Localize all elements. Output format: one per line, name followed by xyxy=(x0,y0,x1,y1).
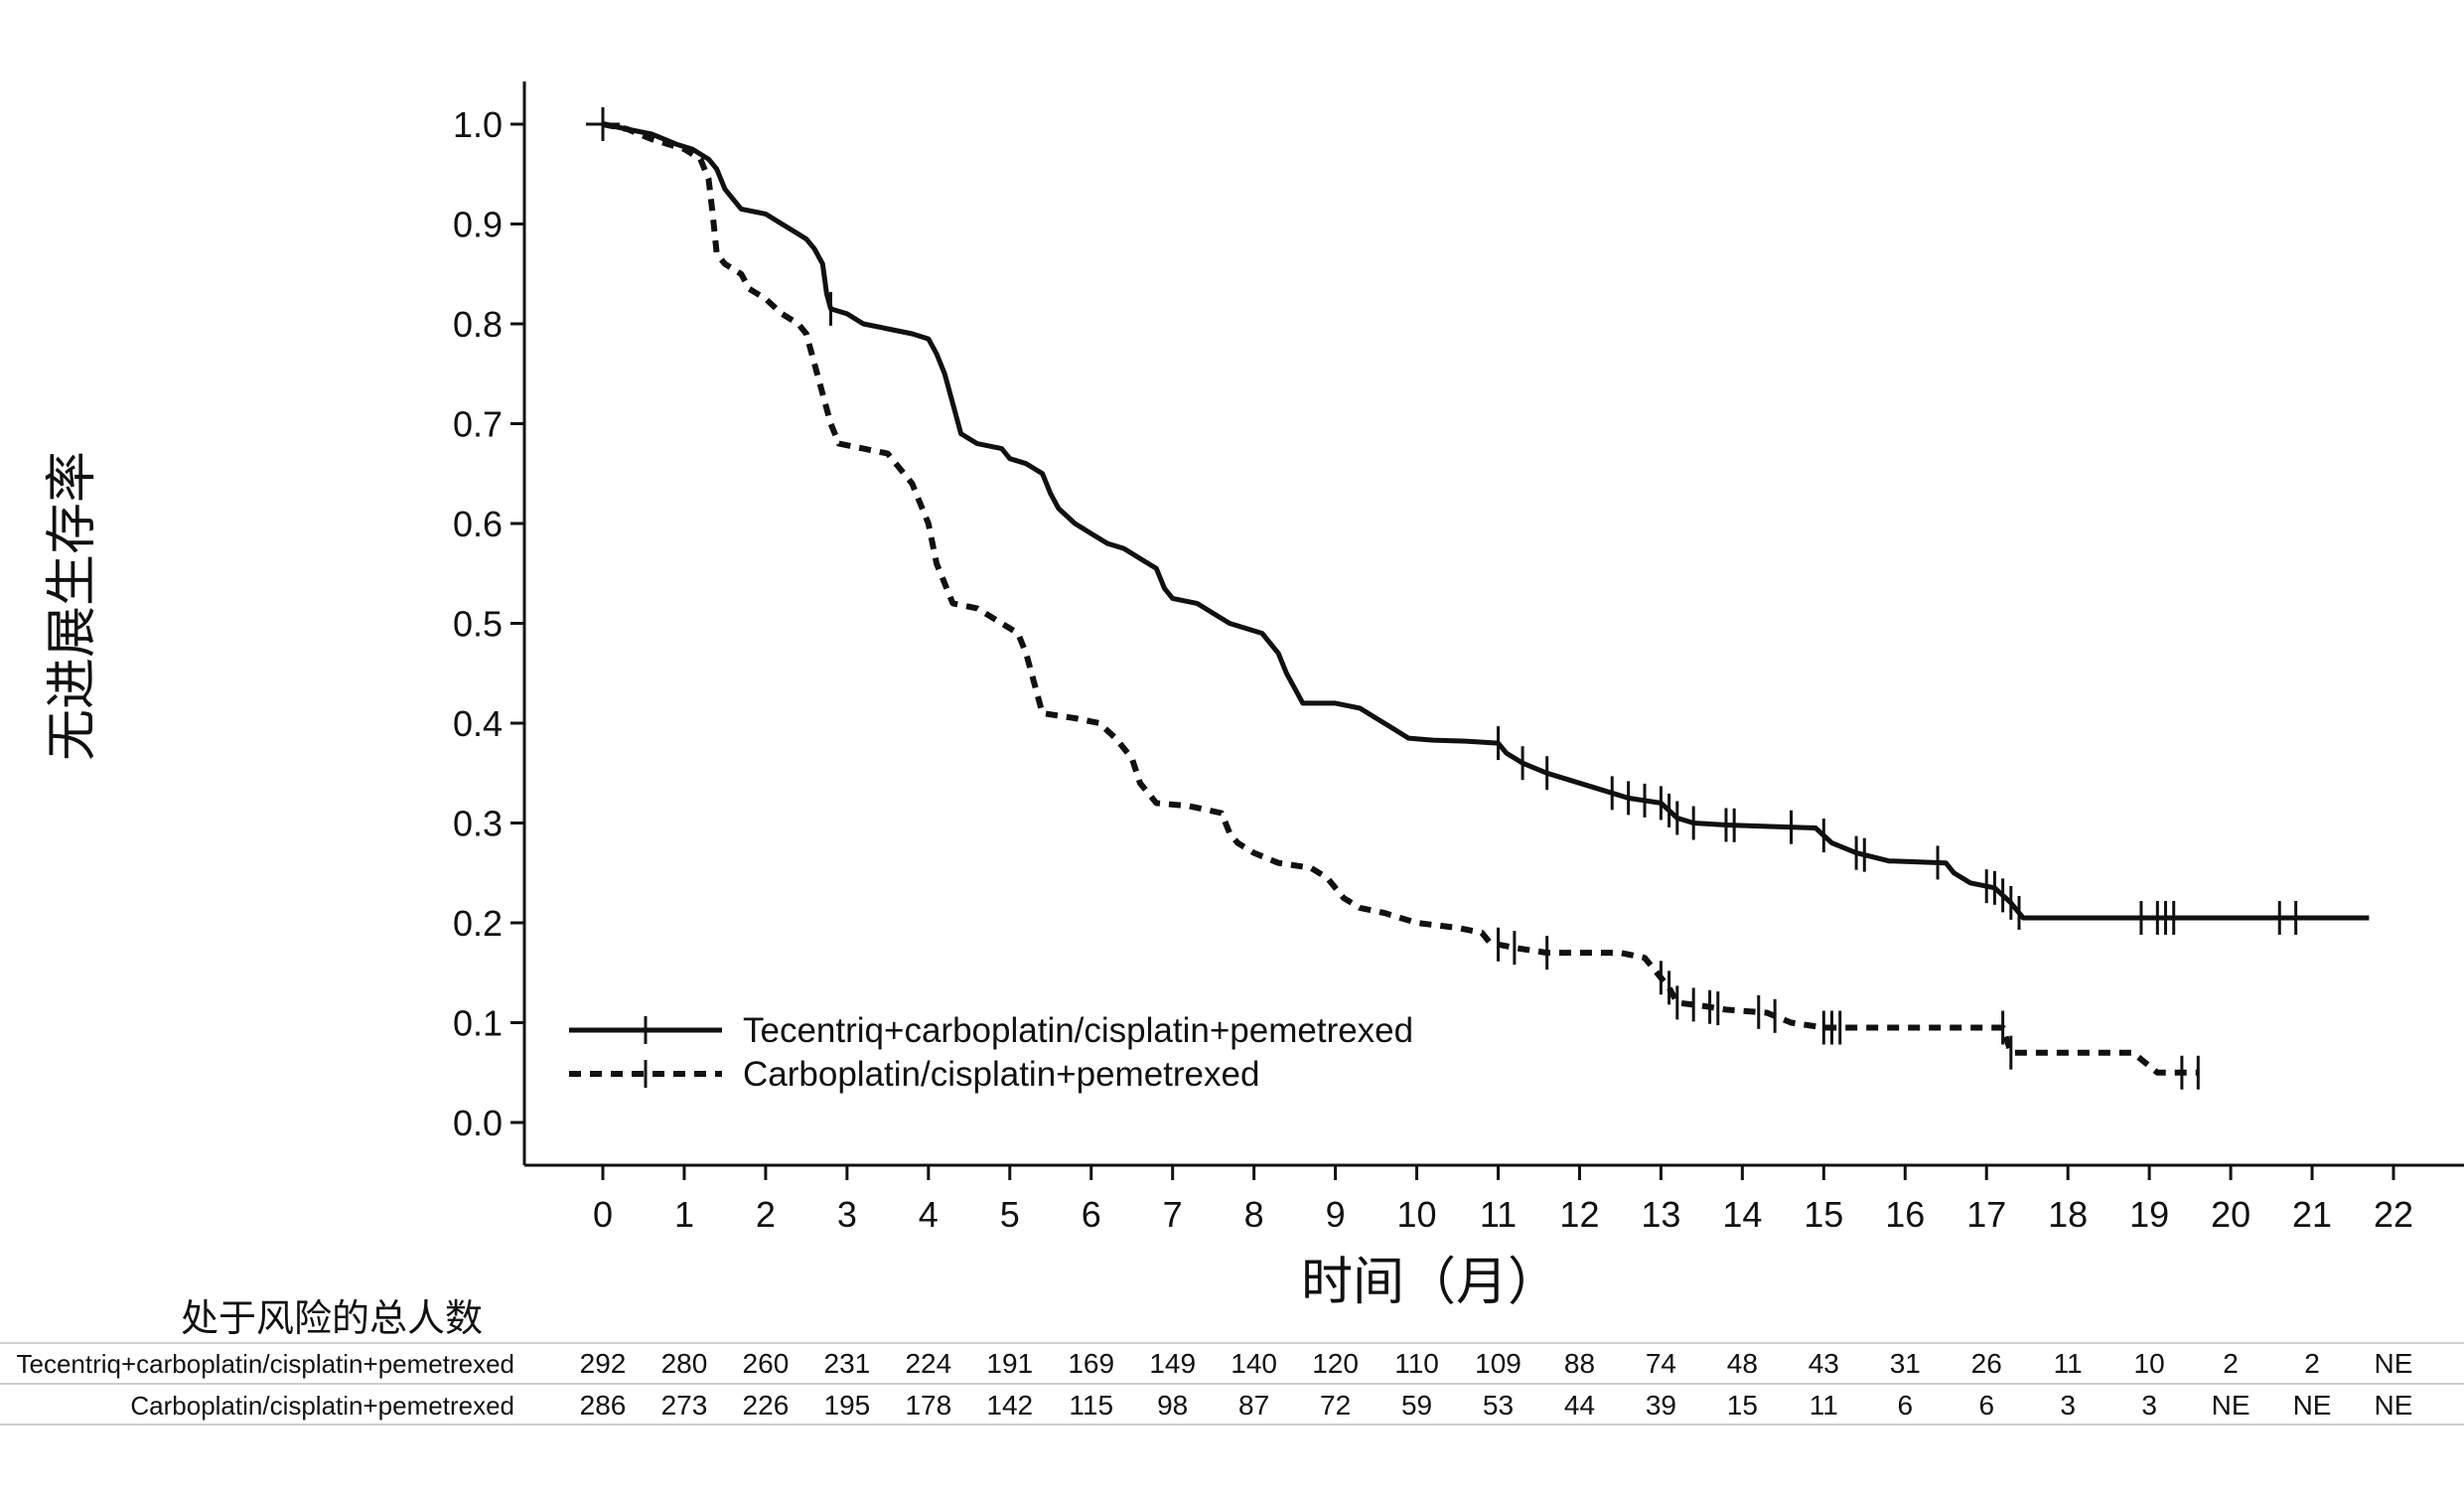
series-1 xyxy=(586,107,2370,935)
x-tick-label: 8 xyxy=(1244,1194,1264,1235)
series-line-2 xyxy=(602,121,2199,1076)
x-tick-label: 15 xyxy=(1804,1194,1843,1235)
y-tick-label: 0.9 xyxy=(453,205,503,245)
risk-cell: 74 xyxy=(1646,1348,1676,1379)
x-tick-label: 3 xyxy=(837,1194,857,1235)
risk-cell: 88 xyxy=(1564,1348,1595,1379)
risk-cell: 191 xyxy=(986,1348,1033,1379)
risk-cell: 142 xyxy=(986,1390,1033,1421)
risk-cell: 26 xyxy=(1971,1348,2002,1379)
x-tick-label: 10 xyxy=(1397,1194,1437,1235)
risk-cell: 260 xyxy=(743,1348,790,1379)
risk-cell: 11 xyxy=(2054,1348,2083,1379)
risk-cell: 226 xyxy=(743,1390,790,1421)
risk-cell: 59 xyxy=(1401,1390,1432,1421)
risk-cell: 43 xyxy=(1809,1348,1839,1379)
risk-cell: 6 xyxy=(1897,1390,1913,1421)
x-tick-label: 19 xyxy=(2129,1194,2169,1235)
risk-table-rows: Tecentriq+carboplatin/cisplatin+pemetrex… xyxy=(16,1348,2412,1421)
risk-table: 处于风险的总人数 Tecentriq+carboplatin/cisplatin… xyxy=(0,1296,2464,1425)
y-tick-label: 0.1 xyxy=(453,1003,503,1044)
risk-cell: NE xyxy=(2375,1348,2413,1379)
series-2 xyxy=(586,107,2200,1090)
x-tick-label: 16 xyxy=(1885,1194,1925,1235)
risk-cell: 98 xyxy=(1157,1390,1188,1421)
y-tick-label: 0.6 xyxy=(453,504,503,544)
axes xyxy=(522,81,2464,1167)
risk-cell: 169 xyxy=(1068,1348,1114,1379)
y-tick-label: 0.5 xyxy=(453,604,503,645)
risk-cell: 109 xyxy=(1475,1348,1522,1379)
x-tick-label: 1 xyxy=(674,1194,694,1235)
y-axis-ticks: 0.0 0.1 0.2 0.3 0.4 0.5 0.6 0.7 0.8 0.9 1.0 xyxy=(453,104,524,1143)
x-tick-label: 11 xyxy=(1480,1194,1517,1235)
x-tick-label: 9 xyxy=(1326,1194,1346,1235)
risk-cell: 44 xyxy=(1564,1390,1595,1421)
risk-cell: 6 xyxy=(1978,1390,1994,1421)
risk-cell: 2 xyxy=(2304,1348,2320,1379)
risk-cell: NE xyxy=(2293,1390,2332,1421)
y-axis-title: 无进展生存率 xyxy=(43,451,102,761)
risk-cell: 286 xyxy=(580,1390,627,1421)
risk-cell: 10 xyxy=(2134,1348,2165,1379)
x-axis-title: 时间（月） xyxy=(1301,1253,1559,1312)
risk-cell: 292 xyxy=(580,1348,627,1379)
y-tick-label: 0.7 xyxy=(453,404,503,445)
risk-cell: 3 xyxy=(2060,1390,2076,1421)
x-tick-label: 22 xyxy=(2374,1194,2413,1235)
x-tick-label: 21 xyxy=(2292,1194,2332,1235)
x-tick-label: 18 xyxy=(2048,1194,2088,1235)
risk-cell: 149 xyxy=(1149,1348,1196,1379)
risk-cell: 87 xyxy=(1238,1390,1269,1421)
risk-cell: 120 xyxy=(1312,1348,1359,1379)
risk-cell: 15 xyxy=(1727,1390,1758,1421)
risk-cell: 115 xyxy=(1069,1390,1113,1421)
x-axis-ticks: 0 1 2 3 4 5 6 7 8 9 10 11 12 13 14 15 16 17 18 19 20 21 22 xyxy=(593,1165,2413,1235)
y-tick-label: 0.0 xyxy=(453,1103,503,1143)
x-tick-label: 20 xyxy=(2211,1194,2250,1235)
risk-cell: 2 xyxy=(2223,1348,2239,1379)
series-layer xyxy=(586,107,2370,1090)
series-line-1 xyxy=(602,121,2370,921)
x-tick-label: 2 xyxy=(756,1194,776,1235)
legend: Tecentriq+carboplatin/cisplatin+pemetrex… xyxy=(569,1011,1413,1094)
risk-cell: 273 xyxy=(661,1390,708,1421)
y-tick-label: 0.8 xyxy=(453,304,503,345)
risk-row-label: Tecentriq+carboplatin/cisplatin+pemetrex… xyxy=(16,1349,514,1379)
x-tick-label: 5 xyxy=(1000,1194,1020,1235)
risk-cell: 224 xyxy=(905,1348,951,1379)
x-tick-label: 7 xyxy=(1163,1194,1183,1235)
risk-cell: 11 xyxy=(1810,1390,1838,1421)
x-tick-label: 14 xyxy=(1722,1194,1762,1235)
risk-cell: 3 xyxy=(2141,1390,2157,1421)
risk-table-title: 处于风险的总人数 xyxy=(181,1296,483,1340)
risk-cell: NE xyxy=(2212,1390,2250,1421)
x-tick-label: 13 xyxy=(1641,1194,1680,1235)
risk-cell: 280 xyxy=(661,1348,708,1379)
risk-cell: 31 xyxy=(1890,1348,1921,1379)
risk-cell: NE xyxy=(2375,1390,2413,1421)
y-tick-label: 0.3 xyxy=(453,804,503,844)
risk-cell: 72 xyxy=(1320,1390,1351,1421)
risk-cell: 178 xyxy=(905,1390,951,1421)
x-tick-label: 4 xyxy=(919,1194,939,1235)
risk-cell: 53 xyxy=(1483,1390,1514,1421)
risk-cell: 110 xyxy=(1394,1348,1439,1379)
y-tick-label: 1.0 xyxy=(453,104,503,145)
risk-cell: 140 xyxy=(1231,1348,1277,1379)
x-tick-label: 12 xyxy=(1559,1194,1599,1235)
risk-cell: 195 xyxy=(824,1390,871,1421)
legend-label-1: Tecentriq+carboplatin/cisplatin+pemetrex… xyxy=(743,1011,1413,1050)
x-tick-label: 0 xyxy=(593,1194,613,1235)
legend-label-2: Carboplatin/cisplatin+pemetrexed xyxy=(743,1055,1259,1094)
y-tick-label: 0.2 xyxy=(453,903,503,944)
y-tick-label: 0.4 xyxy=(453,703,503,744)
risk-cell: 39 xyxy=(1646,1390,1676,1421)
risk-cell: 48 xyxy=(1727,1348,1758,1379)
risk-row-label: Carboplatin/cisplatin+pemetrexed xyxy=(130,1391,514,1421)
x-tick-label: 17 xyxy=(1966,1194,2006,1235)
risk-cell: 231 xyxy=(824,1348,871,1379)
x-tick-label: 6 xyxy=(1082,1194,1101,1235)
